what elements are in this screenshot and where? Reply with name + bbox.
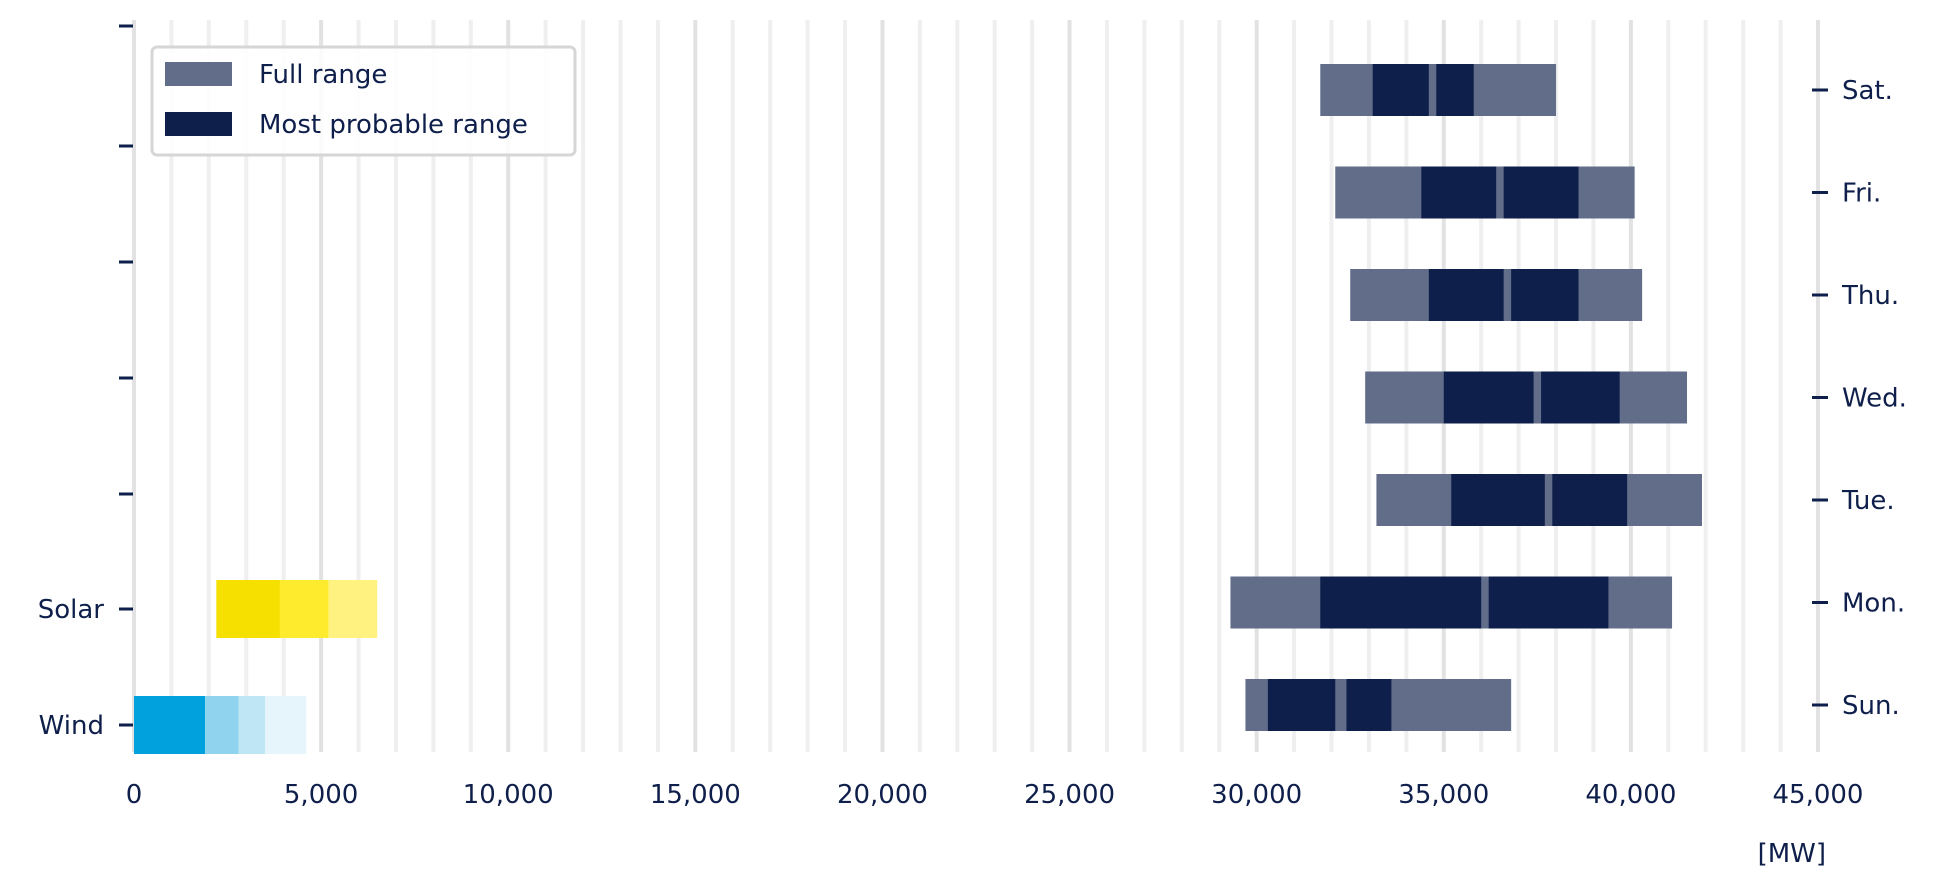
wind-bar-segment bbox=[134, 696, 206, 754]
most-probable-bar bbox=[1428, 269, 1504, 321]
x-tick-label: 5,000 bbox=[284, 780, 358, 810]
axes bbox=[119, 24, 1828, 727]
most-probable-bar bbox=[1488, 576, 1609, 629]
wind-bar-segment bbox=[238, 696, 265, 754]
unit-label: [MW] bbox=[1758, 839, 1826, 869]
most-probable-bar bbox=[1346, 679, 1392, 731]
x-tick-label: 40,000 bbox=[1585, 780, 1676, 810]
x-tick-label: 25,000 bbox=[1024, 780, 1115, 810]
most-probable-bar bbox=[1511, 269, 1579, 321]
left-axis-label: Solar bbox=[38, 595, 105, 625]
legend-label: Full range bbox=[259, 60, 387, 90]
most-probable-bar bbox=[1443, 371, 1534, 424]
right-axis-label: Wed. bbox=[1842, 384, 1907, 414]
most-probable-bar bbox=[1552, 474, 1628, 526]
wind-bar-segment bbox=[264, 696, 307, 754]
bars bbox=[134, 64, 1702, 754]
most-probable-bar bbox=[1421, 166, 1497, 219]
x-tick-label: 30,000 bbox=[1211, 780, 1302, 810]
solar-bar-segment bbox=[328, 580, 378, 638]
left-axis-label: Wind bbox=[39, 711, 104, 741]
most-probable-bar bbox=[1503, 166, 1579, 219]
legend-label: Most probable range bbox=[259, 110, 528, 140]
solar-bar-segment bbox=[279, 580, 329, 638]
x-tick-label: 20,000 bbox=[837, 780, 928, 810]
most-probable-bar bbox=[1267, 679, 1336, 731]
most-probable-bar bbox=[1436, 64, 1474, 116]
legend-swatch bbox=[165, 62, 232, 86]
x-tick-label: 10,000 bbox=[463, 780, 554, 810]
right-axis-label: Fri. bbox=[1842, 179, 1881, 209]
legend-box bbox=[150, 45, 577, 157]
right-axis-label: Thu. bbox=[1841, 281, 1899, 311]
x-tick-label: 15,000 bbox=[650, 780, 741, 810]
most-probable-bar bbox=[1451, 474, 1545, 526]
legend: Full range Most probable range bbox=[150, 45, 577, 157]
legend-swatch bbox=[165, 112, 232, 136]
most-probable-bar bbox=[1320, 576, 1482, 629]
x-tick-label: 0 bbox=[126, 780, 143, 810]
right-axis-label: Sat. bbox=[1842, 76, 1893, 106]
right-axis-label: Sun. bbox=[1842, 691, 1900, 721]
axis-labels: 0 5,000 10,000 15,000 20,000 25,000 30,000 35,0… bbox=[38, 76, 1907, 810]
x-tick-label: 35,000 bbox=[1398, 780, 1489, 810]
right-axis-label: Tue. bbox=[1841, 486, 1895, 516]
wind-bar-segment bbox=[205, 696, 239, 754]
most-probable-bar bbox=[1541, 371, 1620, 424]
right-axis-label: Mon. bbox=[1842, 589, 1905, 619]
most-probable-bar bbox=[1372, 64, 1429, 116]
solar-bar-segment bbox=[216, 580, 280, 638]
x-tick-label: 45,000 bbox=[1773, 780, 1864, 810]
